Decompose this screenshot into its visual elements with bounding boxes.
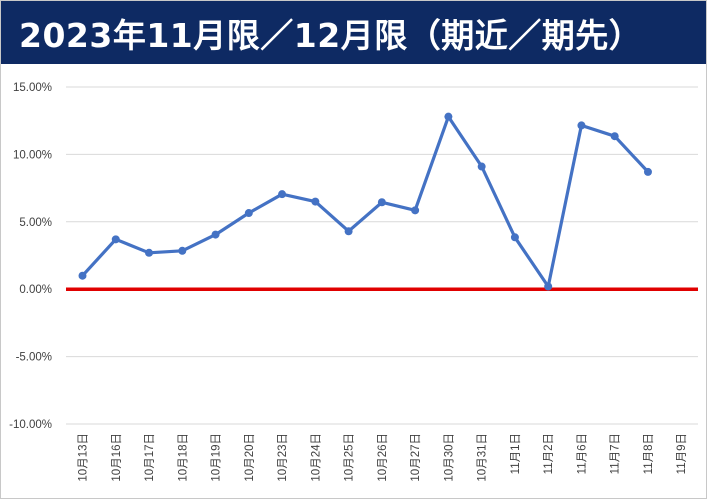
y-tick-label: 15.00% — [13, 82, 52, 94]
series-area — [78, 112, 652, 291]
x-tick-label: 11月8日 — [643, 433, 655, 474]
y-tick-label: 10.00% — [13, 149, 52, 161]
x-tick-label: 10月16日 — [111, 433, 123, 482]
data-point — [643, 167, 652, 176]
x-tick-label: 10月30日 — [443, 433, 455, 482]
y-tick-label: -5.00% — [16, 352, 52, 364]
y-tick-label: -10.00% — [9, 419, 52, 431]
data-point — [211, 230, 220, 239]
data-point — [278, 190, 287, 199]
data-point — [111, 235, 120, 244]
x-tick-label: 11月7日 — [610, 433, 622, 474]
x-tick-label: 10月23日 — [277, 433, 289, 482]
data-point — [78, 271, 87, 280]
data-point — [577, 121, 586, 130]
x-tick-label: 11月6日 — [576, 433, 588, 474]
data-point — [477, 162, 486, 171]
y-axis-labels: 15.00% 10.00% 5.00% 0.00% -5.00% -10.00% — [9, 82, 52, 431]
data-point — [344, 227, 353, 236]
x-tick-label: 10月20日 — [244, 433, 256, 482]
x-tick-label: 10月24日 — [310, 433, 322, 482]
data-point — [145, 248, 154, 257]
x-tick-label: 10月19日 — [211, 433, 223, 482]
data-point — [377, 198, 386, 207]
title-bar: 2023年11月限／12月限（期近／期先） — [1, 1, 706, 64]
x-tick-label: 10月18日 — [177, 433, 189, 482]
x-tick-label: 11月1日 — [510, 433, 522, 474]
y-tick-label: 5.00% — [19, 217, 52, 229]
data-point — [244, 209, 253, 218]
x-tick-label: 10月26日 — [377, 433, 389, 482]
x-tick-label: 10月31日 — [477, 433, 489, 482]
chart-title: 2023年11月限／12月限（期近／期先） — [19, 16, 643, 55]
data-point — [411, 206, 420, 215]
data-point — [178, 246, 187, 255]
x-tick-label: 11月9日 — [676, 433, 688, 474]
x-tick-label: 10月13日 — [78, 433, 90, 482]
series-line — [80, 115, 650, 289]
data-point — [544, 282, 553, 291]
x-tick-label: 10月17日 — [144, 433, 156, 482]
x-tick-label: 10月25日 — [344, 433, 356, 482]
x-tick-label: 11月2日 — [543, 433, 555, 474]
x-axis-labels: 10月13日 10月16日 10月17日 10月18日 10月19日 10月20日 10月2… — [78, 433, 689, 482]
gridlines — [66, 86, 698, 425]
data-point — [444, 112, 453, 121]
x-tick-label: 10月27日 — [410, 433, 422, 482]
data-point — [610, 132, 619, 141]
y-tick-label: 0.00% — [19, 284, 52, 296]
data-point — [510, 233, 519, 242]
data-point — [311, 197, 320, 206]
